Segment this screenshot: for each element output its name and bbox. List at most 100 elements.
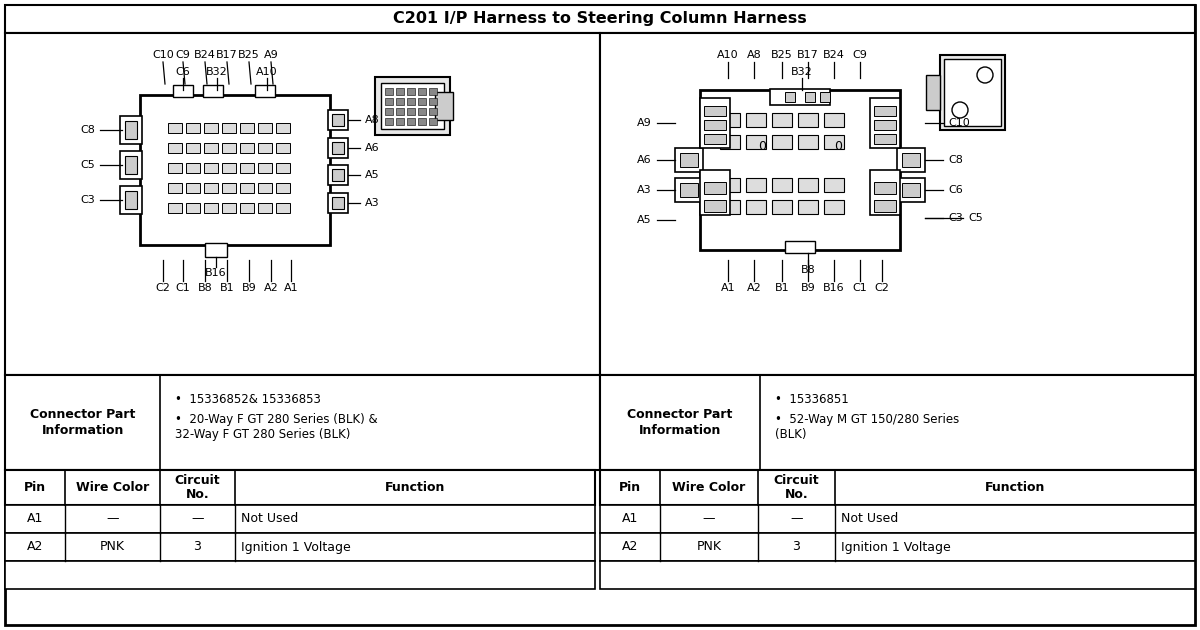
Bar [746,178,766,192]
Text: C5: C5 [80,160,95,170]
Bar [222,203,236,213]
Bar [222,123,236,133]
Bar [874,120,896,130]
Bar [870,98,900,148]
Bar [276,203,290,213]
Bar [430,118,437,125]
Bar [396,108,404,115]
Text: C2: C2 [875,283,889,293]
Text: A3: A3 [365,198,379,208]
Text: Not Used: Not Used [841,512,899,525]
Bar [240,143,254,153]
Bar [186,183,200,193]
Bar [430,98,437,105]
Bar [385,108,394,115]
Bar [120,116,142,144]
Bar [120,186,142,214]
Bar [256,85,275,97]
Bar [720,178,740,192]
Text: PNK: PNK [100,541,125,554]
Text: Connector Part
Information: Connector Part Information [30,408,136,437]
Text: •  52-Way M GT 150/280 Series
(BLK): • 52-Way M GT 150/280 Series (BLK) [775,413,959,441]
Bar [204,143,218,153]
Text: B25: B25 [238,50,260,60]
Bar [772,135,792,149]
Bar [258,203,272,213]
Bar [186,163,200,173]
Text: A10: A10 [718,50,739,60]
Text: A2: A2 [622,541,638,554]
Text: C1: C1 [175,283,191,293]
Text: A6: A6 [365,143,379,153]
Text: A1: A1 [721,283,736,293]
Text: A2: A2 [26,541,43,554]
Bar [168,163,182,173]
Text: Wire Color: Wire Color [76,481,149,494]
Bar [720,200,740,214]
Bar [418,88,426,95]
Text: B32: B32 [206,67,228,77]
Bar [5,470,595,505]
Text: Ignition 1 Voltage: Ignition 1 Voltage [841,541,950,554]
Bar [276,123,290,133]
Bar [328,165,348,185]
Bar [746,135,766,149]
Text: Circuit
No.: Circuit No. [774,474,820,501]
Text: B17: B17 [797,50,818,60]
Bar [704,120,726,130]
Bar [204,203,218,213]
Text: 3: 3 [792,541,800,554]
Bar [203,85,223,97]
Text: —: — [791,512,803,525]
Bar [874,134,896,144]
Bar [700,98,730,148]
Text: C10: C10 [152,50,174,60]
Text: B9: B9 [800,283,815,293]
Bar [704,106,726,116]
Bar [418,118,426,125]
Bar [805,92,815,102]
Text: C1: C1 [853,283,868,293]
Text: B16: B16 [205,268,227,278]
Text: Pin: Pin [619,481,641,494]
Bar [436,92,454,120]
Text: B1: B1 [220,283,234,293]
Bar [785,92,796,102]
Text: C5: C5 [968,213,983,223]
Bar [222,183,236,193]
Bar [798,200,818,214]
Bar [407,88,415,95]
Text: A2: A2 [746,283,761,293]
Text: A5: A5 [365,170,379,180]
Text: •  20-Way F GT 280 Series (BLK) &
32-Way F GT 280 Series (BLK): • 20-Way F GT 280 Series (BLK) & 32-Way … [175,413,378,441]
Bar [140,95,330,245]
Bar [600,505,1195,533]
Bar [168,203,182,213]
Text: A1: A1 [622,512,638,525]
Bar [824,200,844,214]
Bar [600,375,1195,470]
Bar [173,85,193,97]
Bar [168,183,182,193]
Bar [680,153,698,167]
Text: B8: B8 [800,265,815,275]
Bar [870,170,900,215]
Text: B8: B8 [198,283,212,293]
Bar [704,200,726,212]
Text: B25: B25 [772,50,793,60]
Bar [5,533,595,561]
Bar [720,113,740,127]
Bar [168,143,182,153]
Bar [874,182,896,194]
Text: B24: B24 [194,50,216,60]
Text: Function: Function [985,481,1045,494]
Bar [396,118,404,125]
Text: Function: Function [385,481,445,494]
Text: A8: A8 [746,50,761,60]
Bar [276,143,290,153]
Bar [824,113,844,127]
Bar [374,77,450,135]
Bar [120,151,142,179]
Bar [204,183,218,193]
Bar [418,98,426,105]
